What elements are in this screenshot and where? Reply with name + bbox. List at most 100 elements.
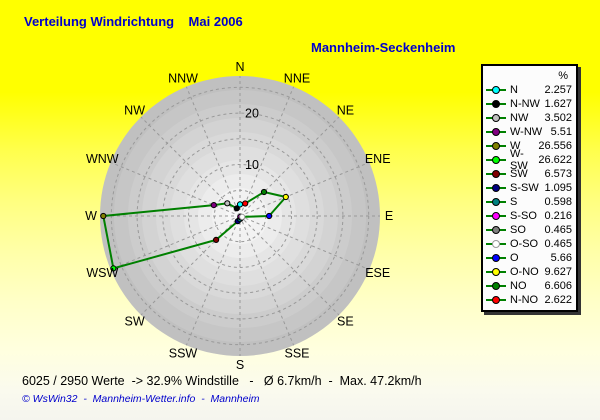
grid-spoke bbox=[239, 215, 370, 271]
legend-row-N: N 2.257 bbox=[483, 83, 576, 97]
grid-spoke bbox=[185, 86, 241, 217]
legend-value: 6.573 bbox=[544, 168, 572, 180]
legend-marker-icon bbox=[486, 170, 508, 179]
grid-spoke bbox=[140, 116, 241, 217]
ring-label-NNW: NNW bbox=[168, 71, 198, 85]
legend-label: S-SO bbox=[510, 210, 537, 222]
legend-row-W-NW: W-NW 5.51 bbox=[483, 125, 576, 139]
legend-label: N-NW bbox=[510, 98, 540, 110]
legend-marker-icon bbox=[486, 226, 508, 235]
grid-spoke bbox=[239, 86, 295, 217]
grid-spoke bbox=[239, 215, 340, 316]
legend-dot-icon bbox=[492, 156, 500, 164]
data-point-O-NO bbox=[282, 193, 289, 201]
legend-row-O-NO: O-NO 9.627 bbox=[483, 265, 576, 279]
stats-line: 6025 / 2950 Werte -> 32.9% Windstille - … bbox=[22, 374, 422, 388]
ring-label-NW: NW bbox=[124, 104, 145, 118]
legend-row-O-SO: O-SO 0.465 bbox=[483, 237, 576, 251]
legend-row-N-NO: N-NO 2.622 bbox=[483, 293, 576, 307]
legend-label: O bbox=[510, 252, 519, 264]
legend-marker-icon bbox=[486, 240, 508, 249]
ring-label-SE: SE bbox=[337, 314, 354, 328]
legend-dot-icon bbox=[492, 114, 500, 122]
grid-spoke bbox=[239, 215, 295, 346]
grid-spoke bbox=[239, 161, 370, 217]
legend-dot-icon bbox=[492, 170, 500, 178]
legend-marker-icon bbox=[486, 156, 508, 165]
legend-marker-icon bbox=[486, 212, 508, 221]
legend-row-SO: SO 0.465 bbox=[483, 223, 576, 237]
ring-label-ESE: ESE bbox=[365, 266, 390, 280]
ring-label-N: N bbox=[235, 60, 244, 74]
legend-rows: N 2.257 N-NW 1.627 NW 3.502 W-NW 5.51 W 26.556 W-S… bbox=[483, 83, 576, 307]
legend-label: W-SW bbox=[510, 148, 528, 172]
data-point-O-SO bbox=[239, 213, 246, 220]
legend-marker-icon bbox=[486, 128, 508, 137]
legend-dot-icon bbox=[492, 184, 500, 192]
legend-label: W bbox=[510, 140, 521, 152]
ring-label-SSE: SSE bbox=[284, 347, 309, 361]
legend-label: O-NO bbox=[510, 266, 539, 278]
legend-value: 0.216 bbox=[544, 210, 572, 222]
ring-label-NNE: NNE bbox=[284, 71, 310, 85]
legend-dot-icon bbox=[492, 254, 500, 262]
ring-label-SSW: SSW bbox=[169, 347, 198, 361]
page-title: Verteilung Windrichtung Mai 2006 bbox=[24, 14, 243, 29]
legend-value: 5.66 bbox=[550, 252, 572, 264]
legend-row-S-SW: S-SW 1.095 bbox=[483, 181, 576, 195]
legend-value: 1.095 bbox=[544, 182, 572, 194]
legend-marker-icon bbox=[486, 184, 508, 193]
legend-marker-icon bbox=[486, 142, 508, 151]
legend-dot-icon bbox=[492, 240, 500, 248]
legend-value: 3.502 bbox=[544, 112, 572, 124]
grid-spoke bbox=[110, 161, 241, 217]
grid-spoke bbox=[140, 215, 241, 316]
legend-dot-icon bbox=[492, 226, 500, 234]
legend-marker-icon bbox=[486, 114, 508, 123]
data-point-SW bbox=[213, 236, 220, 243]
data-point-NO bbox=[260, 188, 268, 196]
data-point-N-NO bbox=[242, 200, 249, 207]
ring-label-ENE: ENE bbox=[365, 152, 391, 166]
legend-label: NW bbox=[510, 112, 529, 124]
legend-dot-icon bbox=[492, 296, 500, 304]
legend-value: 2.622 bbox=[544, 294, 572, 306]
legend-row-O: O 5.66 bbox=[483, 251, 576, 265]
legend-marker-icon bbox=[486, 254, 508, 263]
credit-line: © WsWin32 - Mannheim-Wetter.info - Mannh… bbox=[22, 393, 260, 405]
legend-label: S bbox=[510, 196, 518, 208]
legend-dot-icon bbox=[492, 100, 500, 108]
legend-row-S: S 0.598 bbox=[483, 195, 576, 209]
data-point-N-NW bbox=[233, 205, 240, 212]
legend-value: 9.627 bbox=[544, 266, 572, 278]
legend-row-N-NW: N-NW 1.627 bbox=[483, 97, 576, 111]
legend-row-S-SO: S-SO 0.216 bbox=[483, 209, 576, 223]
legend-value: 26.556 bbox=[538, 140, 572, 152]
legend-value: 2.257 bbox=[544, 84, 572, 96]
legend-value: 5.51 bbox=[550, 126, 572, 138]
legend-label: SW bbox=[510, 168, 528, 180]
legend-dot-icon bbox=[492, 128, 500, 136]
legend-label: N-NO bbox=[510, 294, 539, 306]
grid-circle-10 bbox=[188, 164, 292, 268]
legend-value: 6.606 bbox=[544, 280, 572, 292]
data-point-O bbox=[266, 212, 273, 220]
legend-value: 0.465 bbox=[544, 238, 572, 250]
legend-label: N bbox=[510, 84, 518, 96]
legend-row-W: W 26.556 bbox=[483, 139, 576, 153]
data-point-NW bbox=[224, 200, 231, 207]
grid-spoke bbox=[185, 215, 241, 346]
legend-label: S-SW bbox=[510, 182, 539, 194]
legend-marker-icon bbox=[486, 100, 508, 109]
legend-value: 26.622 bbox=[538, 154, 572, 166]
grid-circle-15 bbox=[162, 138, 318, 294]
ring-label-WSW: WSW bbox=[86, 266, 118, 280]
legend-dot-icon bbox=[492, 282, 500, 290]
ring-label-W: W bbox=[85, 209, 97, 223]
radial-tick-label-10: 10 bbox=[245, 158, 259, 172]
ring-label-S: S bbox=[236, 358, 244, 372]
ring-label-WNW: WNW bbox=[86, 152, 119, 166]
radial-tick-label-20: 20 bbox=[245, 107, 259, 121]
data-point-W bbox=[100, 212, 107, 220]
